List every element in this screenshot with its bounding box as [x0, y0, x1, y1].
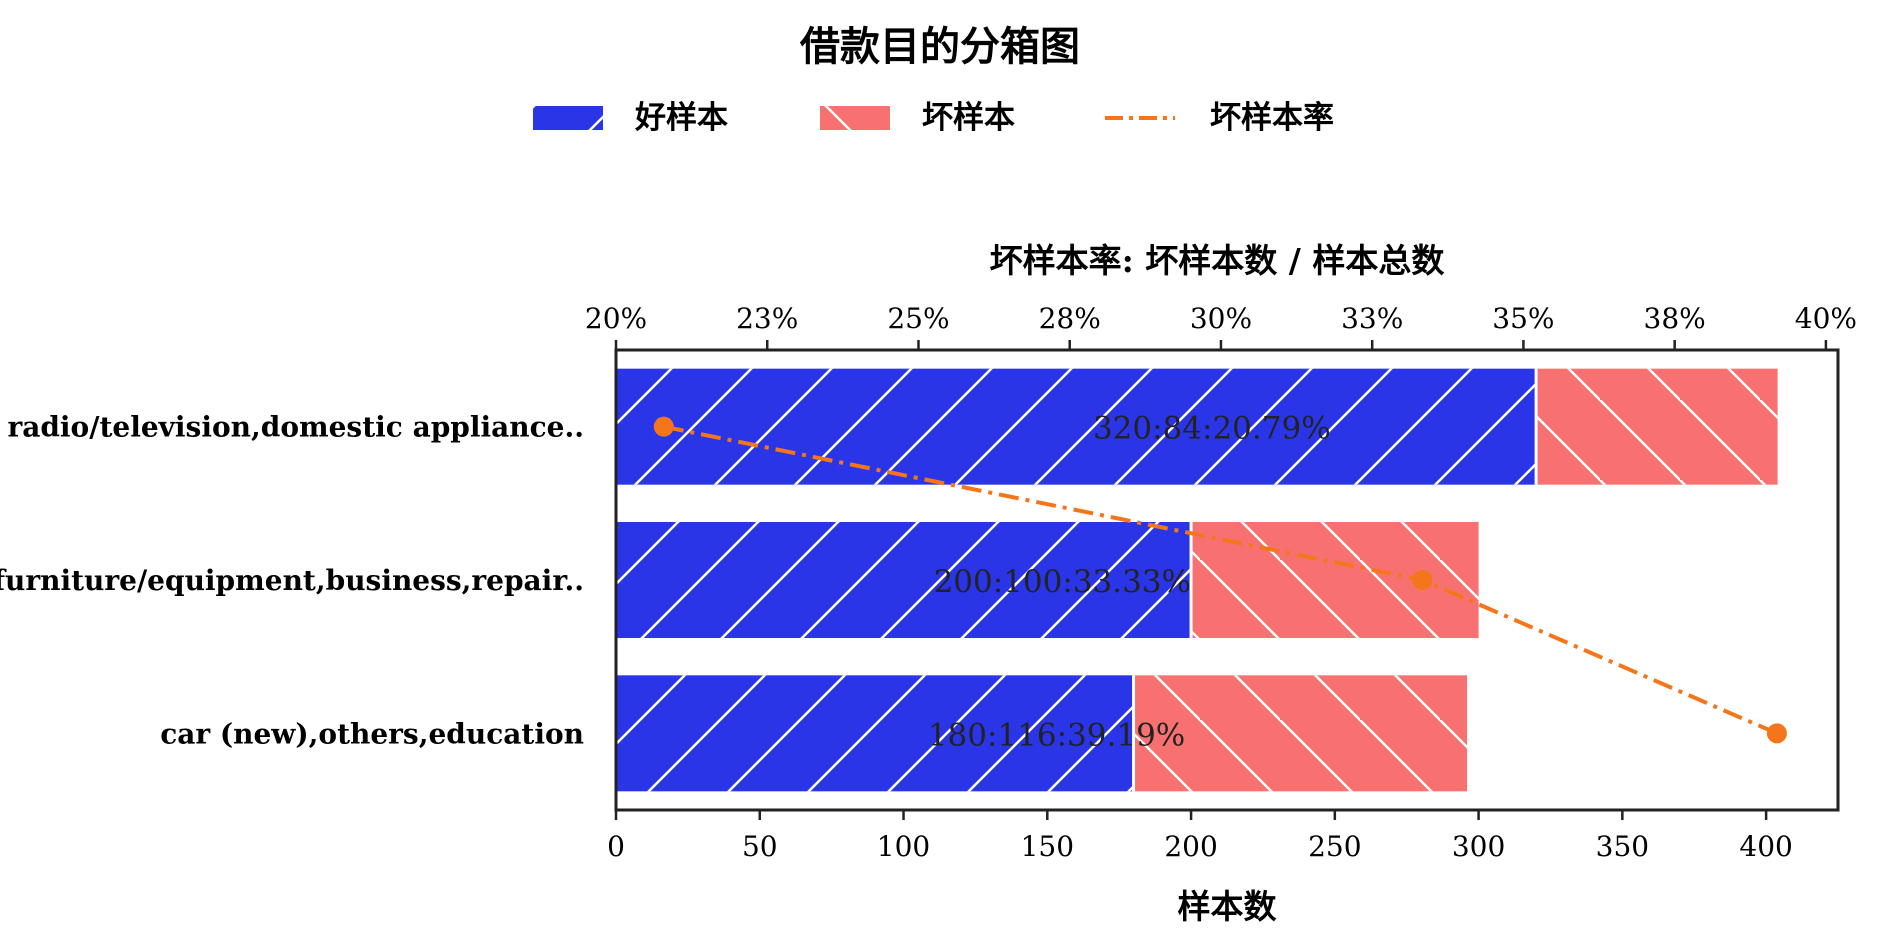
x-tick-label-1: 50 [742, 830, 778, 863]
bad-rate-point-2 [1766, 723, 1787, 744]
x-tick-label-8: 400 [1739, 830, 1792, 863]
bad-rate-point-1 [1412, 570, 1433, 590]
bar-bad-hatch-1 [1191, 522, 1479, 638]
x-tick-label-2: 100 [877, 830, 930, 863]
data-label-0: 320:84:20.79% [1093, 411, 1331, 447]
bar-good-hatch-0 [616, 368, 1537, 485]
bar-good-hatch-1 [616, 522, 1192, 638]
bad-rate-series [653, 416, 1787, 744]
x-tick-label-6: 300 [1452, 830, 1505, 863]
x2-axis-title: 坏样本率: 坏样本数 / 样本总数 [990, 241, 1446, 280]
y-tick-label-1: furniture/equipment,business,repair.. [0, 564, 584, 597]
x2-tick-label-5: 33% [1341, 302, 1403, 335]
bar-bad-hatch-0 [1536, 368, 1778, 485]
x-tick-label-5: 250 [1308, 830, 1361, 863]
x-tick-label-3: 150 [1021, 830, 1074, 863]
data-label-1: 200:100:33.33% [934, 564, 1191, 600]
x2-tick-label-3: 28% [1039, 302, 1101, 335]
x2-tick-label-7: 38% [1644, 302, 1706, 335]
legend-label-bad-rate: 坏样本率 [1210, 100, 1334, 136]
x2-tick-label-1: 23% [736, 302, 798, 335]
bad-rate-point-0 [653, 416, 674, 437]
y-tick-label-2: car (new),others,education [160, 717, 584, 750]
x2-tick-label-0: 20% [585, 302, 647, 335]
x-tick-label-0: 0 [607, 830, 625, 863]
legend-label-bad: 坏样本 [922, 100, 1015, 136]
data-label-2: 180:116:39.19% [928, 717, 1185, 753]
x-axis: 0 50 100 150 200 250 300 350 400 [607, 810, 1793, 863]
y-axis: radio/television,domestic appliance.. fur… [0, 411, 584, 751]
legend: 好样本 坏样本 坏样本率 [533, 100, 1334, 136]
plot-area [616, 368, 1778, 792]
plot-frame [614, 348, 1840, 812]
legend-swatch-bad-hatch [820, 106, 890, 130]
bar-good-hatch-2 [616, 675, 1134, 792]
x2-axis: 20% 23% 25% 28% 30% 33% 35% 38% 40% [585, 302, 1857, 350]
x-axis-title: 样本数 [1178, 887, 1278, 926]
y-tick-label-0: radio/television,domestic appliance.. [7, 411, 584, 444]
x2-tick-label-6: 35% [1492, 302, 1554, 335]
x2-tick-label-8: 40% [1795, 302, 1857, 335]
data-labels: 320:84:20.79% 200:100:33.33% 180:116:39.19… [928, 411, 1331, 754]
x2-tick-label-2: 25% [887, 302, 949, 335]
x2-tick-label-4: 30% [1190, 302, 1252, 335]
x-tick-label-7: 350 [1596, 830, 1649, 863]
chart-title: 借款目的分箱图 [799, 23, 1080, 70]
legend-label-good: 好样本 [634, 100, 728, 136]
legend-swatch-good-hatch [533, 106, 603, 130]
bar-bad-hatch-2 [1133, 675, 1468, 792]
x-tick-label-4: 200 [1164, 830, 1217, 863]
